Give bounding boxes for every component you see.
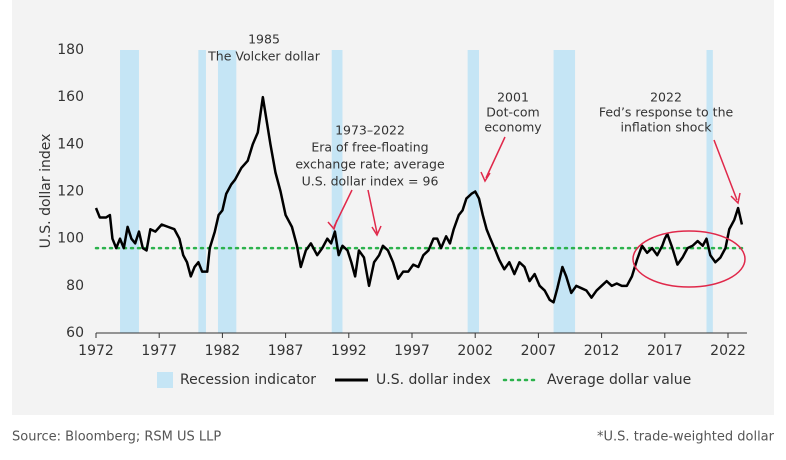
y-tick-label: 180: [57, 42, 84, 58]
y-tick-label: 140: [57, 136, 84, 152]
recession-band: [331, 50, 343, 333]
recession-band: [198, 50, 206, 333]
x-tick-label: 1997: [394, 343, 430, 359]
y-tick-label: 60: [66, 325, 84, 341]
annotation: 2001: [497, 90, 529, 105]
arrow: [713, 139, 738, 201]
legend-label: Recession indicator: [180, 372, 316, 388]
annotation: economy: [484, 120, 542, 135]
annotation: U.S. dollar index = 96: [302, 174, 439, 189]
annotation: Era of free-floating: [311, 140, 428, 155]
x-tick-label: 1992: [331, 343, 367, 359]
x-tick-label: 2012: [584, 343, 620, 359]
annotation: inflation shock: [620, 120, 712, 135]
y-tick-label: 160: [57, 89, 84, 105]
y-tick-label: 120: [57, 184, 84, 200]
x-tick-label: 1972: [78, 343, 114, 359]
x-tick-label: 2007: [521, 343, 557, 359]
x-tick-label: 2002: [457, 343, 493, 359]
data-line: [94, 95, 744, 304]
annotation: The Volcker dollar: [207, 49, 321, 64]
annotation: 1985: [248, 32, 280, 47]
y-tick-label: 80: [66, 278, 84, 294]
legend-swatch: [157, 372, 173, 388]
annotation: exchange rate; average: [295, 157, 445, 172]
x-tick-label: 1987: [268, 343, 304, 359]
plot: 60 80 100 120 140 160 180 1972 1977 1982 1987 1992 1…: [57, 42, 749, 359]
arrowhead: [371, 225, 382, 237]
x-tick-label: 1977: [141, 343, 177, 359]
annotation: Dot-com: [486, 105, 539, 120]
arrowhead: [730, 192, 741, 205]
arrowhead: [327, 219, 338, 231]
highlight-ellipse: [632, 230, 746, 288]
annotation: 1973–2022: [335, 123, 405, 138]
recession-band: [706, 50, 713, 333]
arrow: [367, 189, 378, 234]
source: Source: Bloomberg; RSM US LLP: [12, 430, 221, 445]
recession-band: [553, 50, 576, 333]
arrow: [485, 136, 506, 179]
x-tick-label: 2022: [710, 343, 746, 359]
annotation: Fed’s response to the: [599, 105, 734, 120]
footnote: *U.S. trade-weighted dollar: [597, 430, 775, 445]
legend-label: Average dollar value: [547, 372, 691, 388]
x-tick-label: 2017: [647, 343, 683, 359]
x-tick-label: 1982: [205, 343, 241, 359]
recession-band: [120, 50, 139, 333]
y-tick-label: 100: [57, 231, 84, 247]
y-axis-label: U.S. dollar index: [38, 134, 54, 249]
annotation: 2022: [650, 90, 682, 105]
chart-background: [12, 0, 774, 415]
legend-label: U.S. dollar index: [376, 372, 491, 388]
arrowhead: [480, 171, 491, 183]
